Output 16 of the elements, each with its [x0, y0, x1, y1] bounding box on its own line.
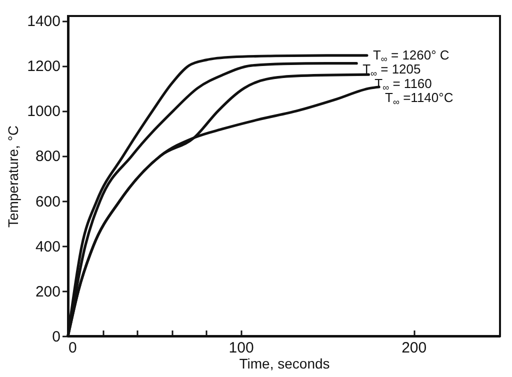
y-tick-label: 1400	[27, 13, 60, 30]
series-label: T$_{∞}$ = 1205	[362, 62, 421, 78]
x-axis-title: Time, seconds	[239, 356, 330, 372]
y-tick-label: 800	[35, 148, 60, 166]
y-tick-label: 1200	[27, 58, 60, 76]
y-tick-label: 0	[52, 328, 60, 346]
y-tick-label: 200	[35, 283, 60, 300]
y-tick-label: 1000	[27, 103, 60, 120]
x-tick-label: 0	[68, 340, 77, 356]
series-label: T$_{∞}$ =1140°C	[385, 90, 454, 107]
series-label: T$_{∞}$ = 1260° C	[372, 47, 450, 64]
x-tick-label: 100	[228, 340, 254, 356]
y-axis-title: Temperature, °C	[5, 125, 22, 228]
x-tick-label: 200	[402, 340, 427, 356]
y-tick-label: 600	[35, 193, 60, 210]
y-tick-label: 400	[35, 238, 60, 256]
